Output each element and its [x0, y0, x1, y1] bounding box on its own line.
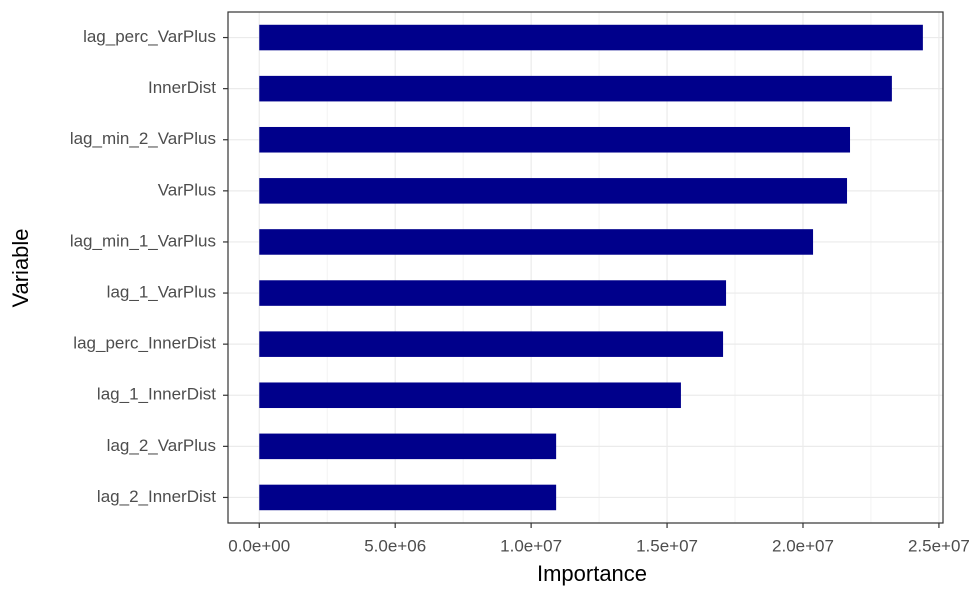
x-tick-label: 2.5e+07 — [908, 536, 969, 555]
bar — [259, 229, 814, 255]
y-tick-label: lag_min_2_VarPlus — [70, 129, 216, 148]
y-tick-label: lag_perc_InnerDist — [73, 334, 216, 353]
x-tick-label: 0.0e+00 — [228, 536, 290, 555]
x-tick-label: 2.0e+07 — [772, 536, 834, 555]
y-tick-label: lag_min_1_VarPlus — [70, 231, 216, 250]
x-tick-label: 5.0e+06 — [364, 536, 426, 555]
bar — [259, 331, 724, 357]
panel-border — [227, 11, 944, 524]
y-tick-label: lag_perc_VarPlus — [83, 27, 216, 46]
bar — [259, 24, 923, 51]
bar — [259, 484, 557, 511]
bar — [259, 382, 681, 409]
y-tick-label: lag_1_VarPlus — [107, 283, 216, 302]
y-tick-label: InnerDist — [148, 78, 216, 97]
bar — [259, 280, 727, 306]
y-tick-label: lag_2_VarPlus — [107, 436, 216, 455]
x-tick-label: 1.0e+07 — [500, 536, 562, 555]
x-tick-label: 1.5e+07 — [636, 536, 698, 555]
bar — [259, 75, 892, 102]
bar — [259, 126, 851, 153]
y-axis-title: Variable — [8, 228, 33, 307]
bar — [259, 433, 557, 460]
y-tick-label: lag_1_InnerDist — [97, 385, 216, 404]
x-axis-title: Importance — [537, 561, 647, 586]
y-tick-label: VarPlus — [158, 180, 216, 199]
bar — [259, 178, 848, 204]
y-tick-label: lag_2_InnerDist — [97, 487, 216, 506]
